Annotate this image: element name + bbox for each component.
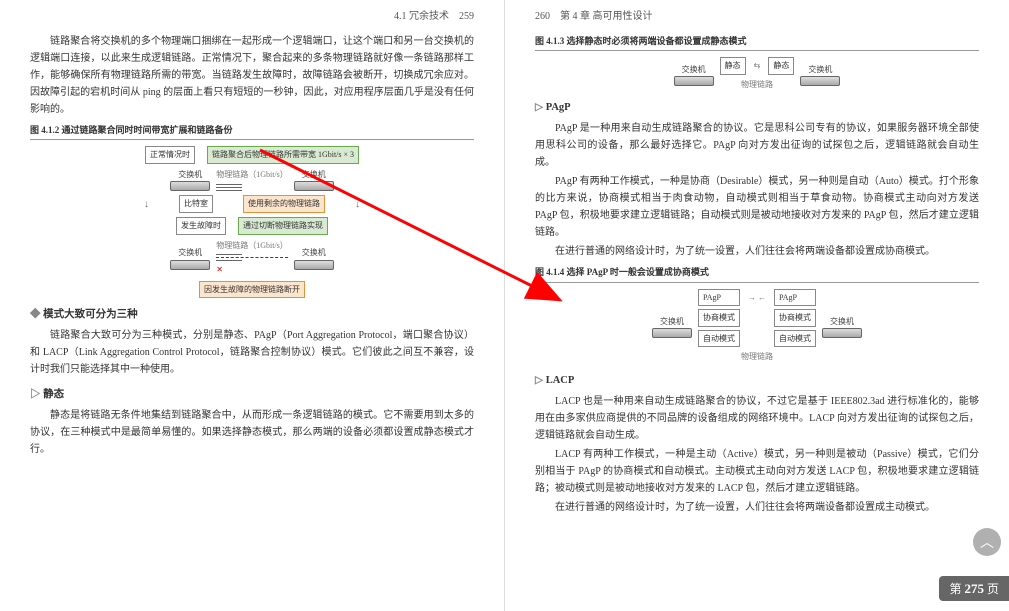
paragraph: 链路聚合大致可分为三种模式，分别是静态、PAgP（Port Aggregatio…: [30, 327, 474, 378]
paragraph: PAgP 是一种用来自动生成链路聚合的协议。它是思科公司专有的协议，如果服务器环…: [535, 120, 979, 171]
switch-left: 交换机: [170, 246, 210, 270]
page-header-right: 260 第 4 章 高可用性设计: [535, 8, 979, 25]
switch-icon: [170, 260, 210, 270]
switch-right: 交换机: [294, 168, 334, 192]
bandwidth-note: 链路聚合后物理链路所需带宽 1Gbit/s × 3: [207, 146, 359, 164]
diagram-switch-row: 交换机 物理链路（1Gbit/s） 交换机: [170, 168, 334, 192]
switch-right: 交换机: [822, 315, 862, 339]
page-suffix: 页: [984, 582, 999, 596]
down-arrow-icon: ↓: [144, 196, 149, 213]
page-259: 4.1 冗余技术 259 链路聚合将交换机的多个物理端口捆绑在一起形成一个逻辑端…: [0, 0, 505, 611]
diagram-switch-row-2: 交换机 物理链路（1Gbit/s） ✕ 交换机: [170, 239, 334, 277]
heading-pagp: PAgP: [535, 99, 979, 117]
heading-modes: 模式大致可分为三种: [30, 306, 474, 324]
switch-left: 交换机: [674, 63, 714, 87]
figure-414: 交换机 PAgP → ← PAgP 协商模式 协商模式 自动模式 自动模式 物理…: [535, 289, 979, 364]
paragraph: LACP 有两种工作模式，一种是主动（Active）模式，另一种则是被动（Pas…: [535, 446, 979, 497]
switch-left: 交换机: [652, 315, 692, 339]
figure-412: 正常情况时 链路聚合后物理链路所需带宽 1Gbit/s × 3 交换机 物理链路…: [30, 146, 474, 298]
page-prefix: 第: [949, 582, 964, 596]
paragraph: LACP 也是一种用来自动生成链路聚合的协议，不过它是基于 IEEE802.3a…: [535, 393, 979, 444]
paragraph: 在进行普通的网络设计时，为了统一设置，人们往往会将两端设备都设置成协商模式。: [535, 243, 979, 260]
page-number: 259: [459, 8, 474, 25]
page-number: 260: [535, 8, 550, 25]
page-current: 275: [964, 581, 984, 596]
section-label: 4.1 冗余技术: [394, 8, 449, 25]
switch-left: 交换机: [170, 168, 210, 192]
mode-grid-static: 静态 ⇆ 静态 物理链路: [720, 57, 795, 91]
diagram-row-normal: 正常情况时 链路聚合后物理链路所需带宽 1Gbit/s × 3: [145, 146, 359, 164]
normal-label: 正常情况时: [145, 146, 195, 164]
link-lines-broken: 物理链路（1Gbit/s） ✕: [216, 239, 288, 277]
cut-note: 通过切断物理链路实现: [238, 217, 328, 235]
switch-right: 交换机: [800, 63, 840, 87]
figure-caption-414: 图 4.1.4 选择 PAgP 时一般会设置成协商模式: [535, 264, 979, 282]
figure-413: 交换机 静态 ⇆ 静态 物理链路 交换机: [535, 57, 979, 91]
switch-icon: [294, 181, 334, 191]
switch-icon: [652, 328, 692, 338]
fail-note: 使用剩余的物理链路: [243, 195, 325, 213]
diagram-result-row: 因发生故障的物理链路断开: [199, 281, 305, 299]
paragraph: 在进行普通的网络设计时，为了统一设置，人们往往会将两端设备都设置成主动模式。: [535, 499, 979, 516]
switch-icon: [674, 76, 714, 86]
diagram-compare-row: ↓ 比特室 使用剩余的物理链路 ↓: [144, 195, 360, 213]
switch-icon: [170, 181, 210, 191]
chevron-up-icon: ︿: [980, 532, 994, 552]
result-note: 因发生故障的物理链路断开: [199, 281, 305, 299]
switch-icon: [822, 328, 862, 338]
heading-static: 静态: [30, 386, 474, 404]
diagram-row-fault: 发生故障时 通过切断物理链路实现: [176, 217, 328, 235]
mode-grid-pagp: PAgP → ← PAgP 协商模式 协商模式 自动模式 自动模式 物理链路: [698, 289, 816, 364]
switch-right: 交换机: [294, 246, 334, 270]
paragraph: 静态是将链路无条件地集结到链路聚合中，从而形成一条逻辑链路的模式。它不需要用到太…: [30, 407, 474, 458]
figure-caption-413: 图 4.1.3 选择静态时必须将两端设备都设置成静态模式: [535, 33, 979, 51]
switch-icon: [294, 260, 334, 270]
scroll-to-top-button[interactable]: ︿: [973, 528, 1001, 556]
fault-label: 发生故障时: [176, 217, 226, 235]
switch-icon: [800, 76, 840, 86]
paragraph: PAgP 有两种工作模式，一种是协商（Desirable）模式，另一种则是自动（…: [535, 173, 979, 241]
compare-label: 比特室: [179, 195, 213, 213]
figure-caption-412: 图 4.1.2 通过链路聚合同时时间带宽扩展和链路备份: [30, 122, 474, 140]
heading-lacp: LACP: [535, 372, 979, 390]
page-indicator[interactable]: 第 275 页: [939, 576, 1009, 601]
link-lines: 物理链路（1Gbit/s）: [216, 168, 288, 191]
page-header-left: 4.1 冗余技术 259: [30, 8, 474, 25]
paragraph: 链路聚合将交换机的多个物理端口捆绑在一起形成一个逻辑端口，让这个端口和另一台交换…: [30, 33, 474, 118]
chapter-label: 第 4 章 高可用性设计: [560, 8, 653, 25]
page-260: 260 第 4 章 高可用性设计 图 4.1.3 选择静态时必须将两端设备都设置…: [505, 0, 1009, 611]
down-arrow-icon: ↓: [355, 196, 360, 213]
